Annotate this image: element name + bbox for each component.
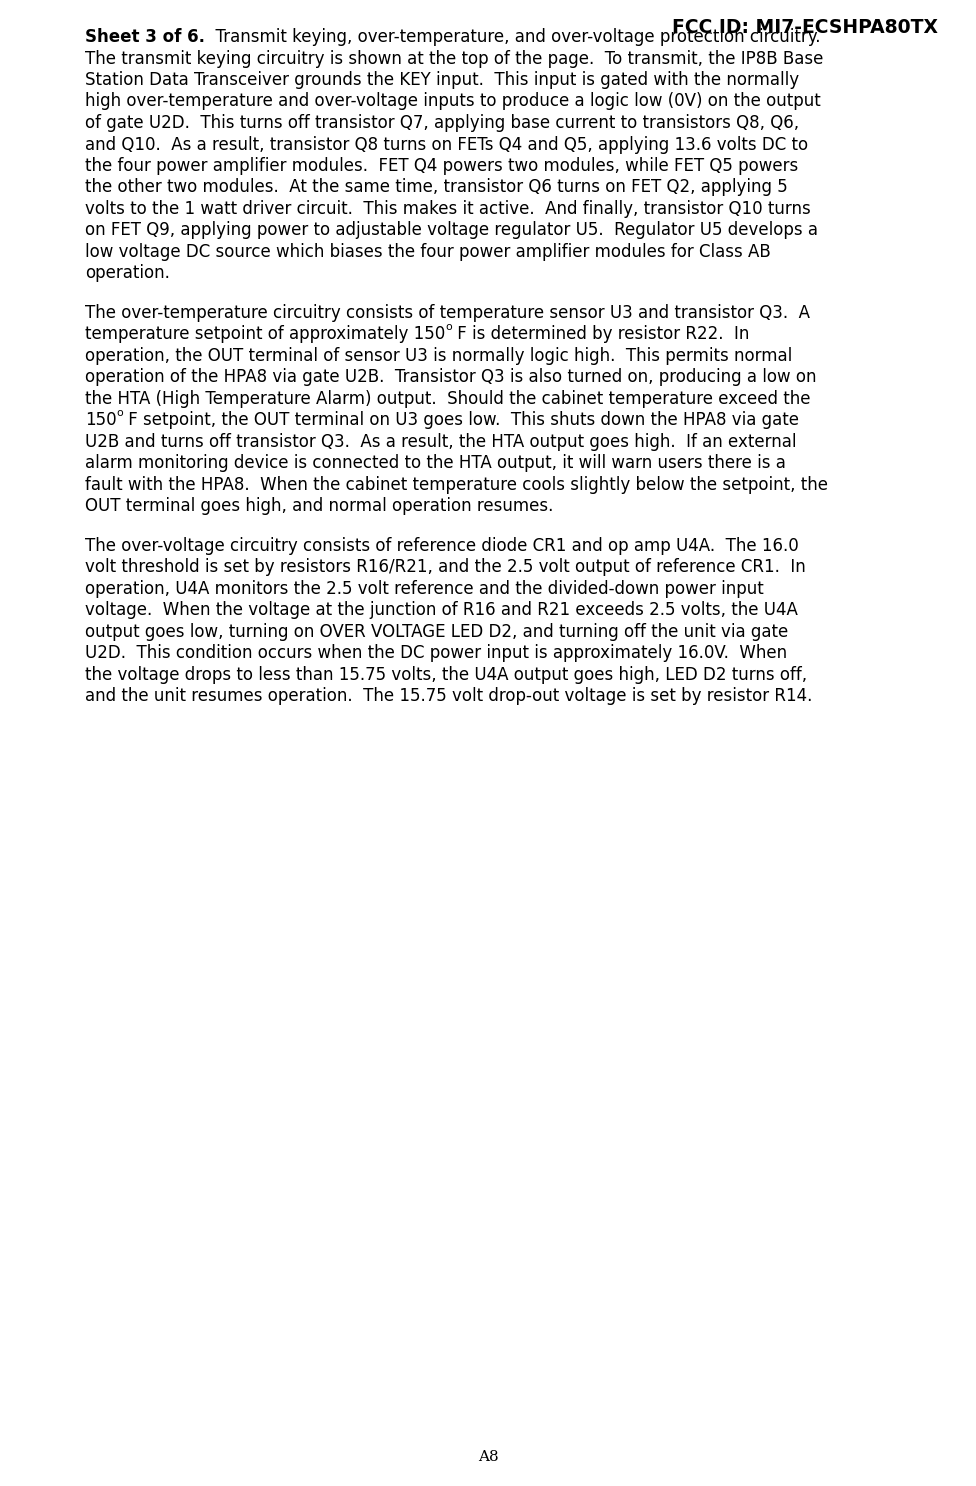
- Text: o: o: [445, 321, 452, 331]
- Text: Sheet 3 of 6.: Sheet 3 of 6.: [85, 28, 205, 46]
- Text: The over-voltage circuitry consists of reference diode CR1 and op amp U4A.  The : The over-voltage circuitry consists of r…: [85, 536, 798, 554]
- Text: low voltage DC source which biases the four power amplifier modules for Class AB: low voltage DC source which biases the f…: [85, 244, 771, 262]
- Text: FCC ID: MI7-ECSHPA80TX: FCC ID: MI7-ECSHPA80TX: [672, 18, 938, 37]
- Text: alarm monitoring device is connected to the HTA output, it will warn users there: alarm monitoring device is connected to …: [85, 455, 786, 473]
- Text: Transmit keying, over-temperature, and over-voltage protection circuitry.: Transmit keying, over-temperature, and o…: [205, 28, 821, 46]
- Text: operation of the HPA8 via gate U2B.  Transistor Q3 is also turned on, producing : operation of the HPA8 via gate U2B. Tran…: [85, 369, 817, 386]
- Text: Station Data Transceiver grounds the KEY input.  This input is gated with the no: Station Data Transceiver grounds the KEY…: [85, 71, 799, 89]
- Text: U2B and turns off transistor Q3.  As a result, the HTA output goes high.  If an : U2B and turns off transistor Q3. As a re…: [85, 432, 796, 450]
- Text: The over-temperature circuitry consists of temperature sensor U3 and transistor : The over-temperature circuitry consists …: [85, 305, 810, 322]
- Text: on FET Q9, applying power to adjustable voltage regulator U5.  Regulator U5 deve: on FET Q9, applying power to adjustable …: [85, 221, 818, 239]
- Text: U2D.  This condition occurs when the DC power input is approximately 16.0V.  Whe: U2D. This condition occurs when the DC p…: [85, 645, 787, 663]
- Text: and Q10.  As a result, transistor Q8 turns on FETs Q4 and Q5, applying 13.6 volt: and Q10. As a result, transistor Q8 turn…: [85, 135, 808, 153]
- Text: 150: 150: [85, 412, 116, 429]
- Text: temperature setpoint of approximately 150: temperature setpoint of approximately 15…: [85, 325, 445, 343]
- Text: operation, the OUT terminal of sensor U3 is normally logic high.  This permits n: operation, the OUT terminal of sensor U3…: [85, 348, 793, 366]
- Text: F setpoint, the OUT terminal on U3 goes low.  This shuts down the HPA8 via gate: F setpoint, the OUT terminal on U3 goes …: [123, 412, 799, 429]
- Text: and the unit resumes operation.  The 15.75 volt drop-out voltage is set by resis: and the unit resumes operation. The 15.7…: [85, 688, 812, 706]
- Text: volts to the 1 watt driver circuit.  This makes it active.  And finally, transis: volts to the 1 watt driver circuit. This…: [85, 201, 811, 218]
- Text: operation.: operation.: [85, 265, 170, 282]
- Text: voltage.  When the voltage at the junction of R16 and R21 exceeds 2.5 volts, the: voltage. When the voltage at the junctio…: [85, 602, 797, 620]
- Text: The transmit keying circuitry is shown at the top of the page.  To transmit, the: The transmit keying circuitry is shown a…: [85, 49, 824, 67]
- Text: output goes low, turning on OVER VOLTAGE LED D2, and turning off the unit via ga: output goes low, turning on OVER VOLTAGE…: [85, 623, 789, 640]
- Text: fault with the HPA8.  When the cabinet temperature cools slightly below the setp: fault with the HPA8. When the cabinet te…: [85, 476, 828, 493]
- Text: A8: A8: [477, 1450, 499, 1464]
- Text: the other two modules.  At the same time, transistor Q6 turns on FET Q2, applyin: the other two modules. At the same time,…: [85, 178, 788, 196]
- Text: of gate U2D.  This turns off transistor Q7, applying base current to transistors: of gate U2D. This turns off transistor Q…: [85, 114, 799, 132]
- Text: volt threshold is set by resistors R16/R21, and the 2.5 volt output of reference: volt threshold is set by resistors R16/R…: [85, 559, 806, 577]
- Text: the four power amplifier modules.  FET Q4 powers two modules, while FET Q5 power: the four power amplifier modules. FET Q4…: [85, 158, 798, 175]
- Text: the voltage drops to less than 15.75 volts, the U4A output goes high, LED D2 tur: the voltage drops to less than 15.75 vol…: [85, 666, 807, 684]
- Text: operation, U4A monitors the 2.5 volt reference and the divided-down power input: operation, U4A monitors the 2.5 volt ref…: [85, 580, 764, 597]
- Text: the HTA (High Temperature Alarm) output.  Should the cabinet temperature exceed : the HTA (High Temperature Alarm) output.…: [85, 389, 810, 409]
- Text: F is determined by resistor R22.  In: F is determined by resistor R22. In: [452, 325, 750, 343]
- Text: OUT terminal goes high, and normal operation resumes.: OUT terminal goes high, and normal opera…: [85, 498, 553, 516]
- Text: o: o: [116, 407, 123, 418]
- Text: high over-temperature and over-voltage inputs to produce a logic low (0V) on the: high over-temperature and over-voltage i…: [85, 92, 821, 110]
